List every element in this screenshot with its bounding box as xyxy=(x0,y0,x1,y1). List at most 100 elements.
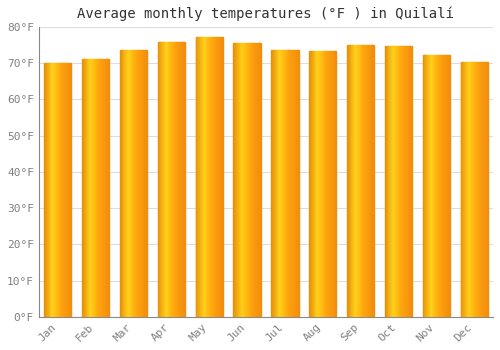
Bar xyxy=(316,51,318,317)
Bar xyxy=(434,55,436,317)
Bar xyxy=(88,59,90,317)
Bar xyxy=(285,50,286,317)
Bar xyxy=(393,46,394,317)
Bar xyxy=(487,62,488,317)
Bar xyxy=(328,51,329,317)
Bar xyxy=(92,59,93,317)
Bar xyxy=(200,36,201,317)
Bar xyxy=(370,45,372,317)
Bar xyxy=(242,43,244,317)
Bar xyxy=(444,55,446,317)
Bar xyxy=(201,36,202,317)
Bar xyxy=(477,62,478,317)
Bar xyxy=(204,36,206,317)
Bar xyxy=(220,36,221,317)
Bar xyxy=(137,50,138,317)
Bar xyxy=(199,36,200,317)
Bar xyxy=(280,50,281,317)
Bar xyxy=(206,36,208,317)
Bar xyxy=(83,59,84,317)
Bar xyxy=(47,63,48,317)
Bar xyxy=(183,42,184,317)
Bar xyxy=(198,36,199,317)
Bar xyxy=(354,45,355,317)
Bar xyxy=(89,59,90,317)
Bar xyxy=(245,43,246,317)
Bar xyxy=(463,62,464,317)
Bar xyxy=(410,46,411,317)
Bar xyxy=(312,51,313,317)
Bar xyxy=(52,63,53,317)
Bar xyxy=(218,36,219,317)
Bar xyxy=(321,51,322,317)
Bar xyxy=(65,63,66,317)
Bar xyxy=(446,55,447,317)
Bar xyxy=(296,50,298,317)
Bar xyxy=(142,50,144,317)
Bar xyxy=(101,59,102,317)
Bar xyxy=(257,43,258,317)
Bar xyxy=(170,42,172,317)
Bar xyxy=(124,50,126,317)
Bar xyxy=(184,42,185,317)
Bar xyxy=(55,63,56,317)
Bar xyxy=(284,50,285,317)
Bar xyxy=(122,50,124,317)
Bar xyxy=(398,46,400,317)
Bar xyxy=(271,50,272,317)
Bar xyxy=(63,63,64,317)
Bar xyxy=(216,36,218,317)
Bar xyxy=(276,50,278,317)
Bar xyxy=(486,62,487,317)
Bar xyxy=(406,46,408,317)
Bar xyxy=(259,43,260,317)
Bar xyxy=(108,59,110,317)
Bar xyxy=(278,50,280,317)
Bar xyxy=(174,42,175,317)
Bar xyxy=(213,36,214,317)
Bar xyxy=(210,36,211,317)
Bar xyxy=(82,59,83,317)
Bar xyxy=(432,55,434,317)
Bar xyxy=(329,51,330,317)
Bar xyxy=(476,62,477,317)
Bar xyxy=(408,46,410,317)
Bar xyxy=(202,36,203,317)
Bar xyxy=(250,43,252,317)
Bar xyxy=(248,43,249,317)
Bar xyxy=(356,45,357,317)
Bar xyxy=(64,63,65,317)
Bar xyxy=(176,42,178,317)
Bar xyxy=(449,55,450,317)
Bar xyxy=(331,51,332,317)
Bar xyxy=(239,43,240,317)
Bar xyxy=(208,36,209,317)
Bar xyxy=(178,42,180,317)
Bar xyxy=(468,62,469,317)
Bar xyxy=(180,42,182,317)
Bar xyxy=(439,55,440,317)
Bar xyxy=(436,55,437,317)
Bar xyxy=(478,62,480,317)
Bar xyxy=(322,51,324,317)
Bar xyxy=(93,59,94,317)
Bar xyxy=(214,36,216,317)
Bar xyxy=(138,50,139,317)
Bar xyxy=(358,45,359,317)
Bar xyxy=(293,50,294,317)
Bar xyxy=(246,43,247,317)
Bar xyxy=(441,55,442,317)
Bar xyxy=(411,46,412,317)
Bar xyxy=(106,59,108,317)
Bar xyxy=(120,50,121,317)
Bar xyxy=(158,42,160,317)
Bar xyxy=(312,51,314,317)
Bar xyxy=(139,50,140,317)
Bar xyxy=(470,62,472,317)
Bar xyxy=(430,55,431,317)
Bar xyxy=(286,50,288,317)
Bar xyxy=(388,46,390,317)
Bar xyxy=(330,51,331,317)
Bar xyxy=(165,42,166,317)
Bar xyxy=(144,50,146,317)
